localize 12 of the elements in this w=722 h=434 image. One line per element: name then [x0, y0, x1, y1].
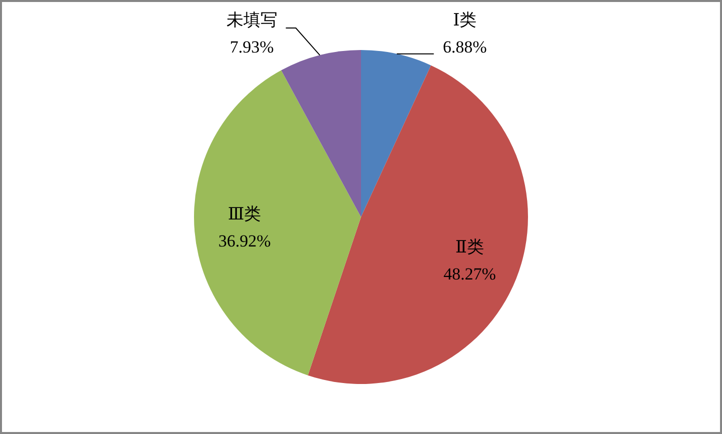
data-label: 48.27% [443, 264, 496, 284]
slice-label: Ⅲ类 [228, 204, 262, 224]
data-label: 6.88% [442, 38, 487, 56]
pie-slice [361, 50, 431, 217]
slice-label: 未填写 [226, 10, 278, 30]
slice-label: Ⅱ类 [455, 238, 484, 257]
data-label: 36.92% [218, 232, 271, 251]
data-label: 7.93% [230, 38, 274, 56]
pie-slice [194, 70, 361, 376]
pie-slice [281, 50, 361, 217]
slice-label: Ⅰ类 [452, 10, 477, 30]
pie-slice [308, 65, 528, 384]
